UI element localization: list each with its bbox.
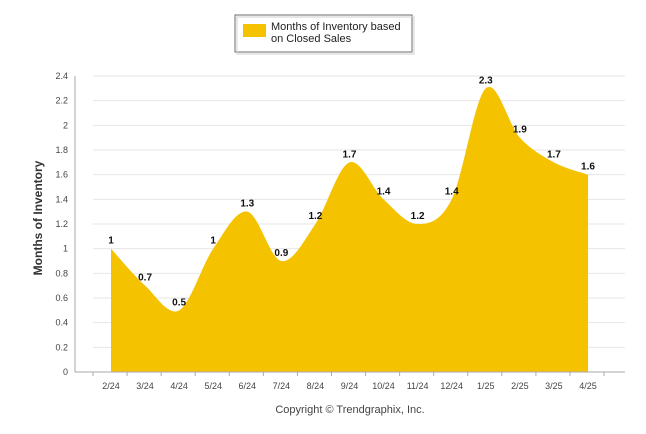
y-tick-label: 1.8 <box>55 145 68 155</box>
axes <box>74 76 625 376</box>
data-label: 1.7 <box>343 149 357 160</box>
y-tick-label: 0 <box>63 367 68 377</box>
data-label: 1 <box>108 236 114 247</box>
x-tick-label: 11/24 <box>407 381 429 391</box>
x-tick-labels: 2/24 3/24 4/24 5/24 6/24 7/24 8/24 9/24 10/24 11/… <box>102 381 597 391</box>
x-tick-label: 1/25 <box>477 381 495 391</box>
y-tick-label: 1.4 <box>55 194 68 204</box>
legend-swatch <box>243 24 266 37</box>
x-tick-label: 3/25 <box>545 381 563 391</box>
x-tick-label: 8/24 <box>307 381 325 391</box>
x-tick-label: 2/24 <box>102 381 120 391</box>
x-tick-label: 4/25 <box>579 381 597 391</box>
y-tick-label: 0.4 <box>55 318 68 328</box>
data-label: 1.6 <box>581 162 595 173</box>
x-tick-label: 5/24 <box>204 381 222 391</box>
data-label: 1.2 <box>411 211 425 222</box>
x-tick-label: 2/25 <box>511 381 529 391</box>
data-label: 1.4 <box>377 186 391 197</box>
x-tick-label: 10/24 <box>372 381 395 391</box>
y-tick-label: 1.2 <box>55 219 68 229</box>
x-tick-label: 3/24 <box>136 381 154 391</box>
y-tick-label: 1.6 <box>55 170 68 180</box>
legend-text-line1: Months of Inventory based <box>271 21 401 33</box>
data-label: 1.9 <box>513 125 527 136</box>
x-tick-label: 4/24 <box>170 381 188 391</box>
y-tick-label: 0.2 <box>55 342 68 352</box>
data-label: 1.4 <box>445 186 459 197</box>
data-label: 2.3 <box>479 75 493 86</box>
x-tick-label: 6/24 <box>239 381 257 391</box>
y-tick-label: 2.2 <box>55 96 68 106</box>
legend-shadow <box>236 16 415 55</box>
data-label: 1 <box>210 236 216 247</box>
copyright-credit: Copyright © Trendgraphix, Inc. <box>275 404 424 416</box>
data-label: 1.3 <box>240 199 254 210</box>
x-tick-label: 7/24 <box>273 381 291 391</box>
y-axis-label: Months of Inventory <box>31 160 45 275</box>
y-tick-label: 2.4 <box>55 71 68 81</box>
x-tick-label: 9/24 <box>341 381 359 391</box>
y-tick-labels: 0 0.2 0.4 0.6 0.8 1 1.2 1.4 1.6 1.8 2 2.2 2.4 <box>55 71 68 377</box>
data-label: 0.5 <box>172 297 186 308</box>
y-tick-label: 0.8 <box>55 268 68 278</box>
legend: Months of Inventory based on Closed Sale… <box>234 14 415 55</box>
y-tick-label: 2 <box>63 120 68 130</box>
x-tick-label: 12/24 <box>440 381 463 391</box>
data-label: 0.7 <box>138 273 152 284</box>
series-area <box>111 86 588 373</box>
data-label: 1.7 <box>547 149 561 160</box>
data-labels: 1 0.7 0.5 1 1.3 0.9 1.2 1.7 1.4 1.2 1.4 2.3 1.9 1.7 1.… <box>108 75 595 308</box>
data-label: 0.9 <box>274 248 288 259</box>
y-tick-label: 1 <box>63 244 68 254</box>
data-label: 1.2 <box>308 211 322 222</box>
y-tick-label: 0.6 <box>55 293 68 303</box>
legend-text-line2: on Closed Sales <box>271 33 352 45</box>
